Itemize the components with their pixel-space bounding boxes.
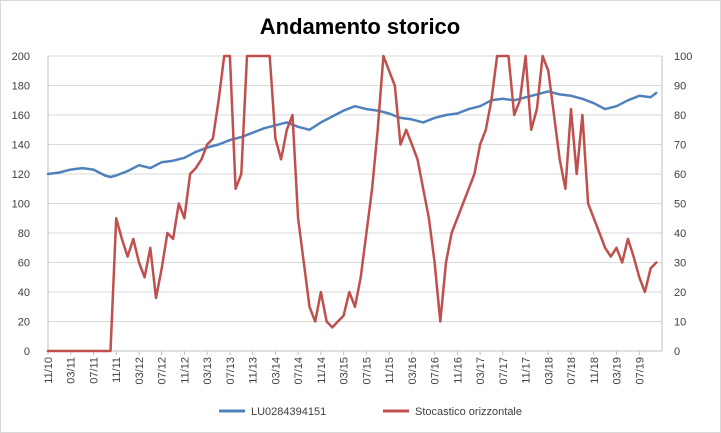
x-tick-label: 03/18	[543, 357, 555, 385]
legend: LU0284394151 Stocastico orizzontale	[219, 406, 522, 418]
y-right-tick-label: 90	[674, 81, 686, 93]
axes	[47, 56, 663, 352]
y-axis-right-ticks: 0 10 20 30 40 50 60 70 80 90 100	[674, 51, 692, 358]
y-left-tick-label: 200	[12, 51, 30, 63]
y-left-tick-label: 40	[18, 287, 30, 299]
y-left-tick-label: 120	[12, 169, 30, 181]
x-tick-label: 11/11	[111, 357, 123, 383]
x-tick-label: 11/17	[521, 357, 533, 384]
y-right-tick-label: 40	[674, 228, 686, 240]
x-tick-label: 03/13	[202, 357, 214, 385]
y-right-tick-label: 100	[674, 51, 692, 63]
x-tick-label: 03/17	[475, 357, 487, 385]
y-left-tick-label: 100	[12, 199, 30, 211]
y-right-tick-label: 10	[674, 317, 686, 329]
y-right-tick-label: 50	[674, 199, 686, 211]
y-right-tick-label: 60	[674, 169, 686, 181]
y-axis-left-ticks: 0 20 40 60 80 100 120 140 160 180 200	[12, 51, 30, 358]
x-tick-label: 03/12	[134, 357, 146, 385]
gridlines	[48, 55, 662, 322]
x-tick-label: 11/14	[316, 357, 328, 384]
x-tick-label: 11/18	[589, 357, 601, 384]
x-tick-label: 11/10	[43, 357, 55, 384]
x-tick-label: 03/14	[270, 357, 282, 385]
x-axis-ticks: 11/10 03/11 07/11 11/11 03/12 07/12 11/12 03/13…	[43, 351, 646, 385]
x-tick-label: 03/11	[66, 357, 78, 384]
x-tick-label: 07/15	[361, 357, 373, 385]
x-tick-label: 07/11	[88, 357, 100, 384]
y-left-tick-label: 160	[12, 110, 30, 122]
x-tick-label: 11/15	[384, 357, 396, 384]
legend-label: LU0284394151	[251, 406, 326, 418]
x-tick-label: 07/17	[498, 357, 510, 385]
legend-label: Stocastico orizzontale	[415, 406, 522, 418]
x-tick-label: 03/16	[407, 357, 419, 385]
x-tick-label: 07/13	[225, 357, 237, 385]
x-tick-label: 07/16	[430, 357, 442, 385]
y-left-tick-label: 20	[18, 317, 30, 329]
y-left-tick-label: 80	[18, 228, 30, 240]
y-right-tick-label: 70	[674, 140, 686, 152]
y-right-tick-label: 20	[674, 287, 686, 299]
x-tick-label: 07/14	[293, 357, 305, 385]
x-tick-label: 11/12	[179, 357, 191, 384]
x-tick-label: 07/18	[566, 357, 578, 385]
y-left-tick-label: 180	[12, 81, 30, 93]
x-tick-label: 07/12	[157, 357, 169, 385]
x-tick-label: 11/13	[248, 357, 260, 384]
y-left-tick-label: 140	[12, 140, 30, 152]
x-tick-label: 07/19	[634, 357, 646, 385]
x-tick-label: 03/15	[339, 357, 351, 385]
series-line-fund	[46, 90, 658, 179]
x-tick-label: 03/19	[612, 357, 624, 385]
y-left-tick-label: 60	[18, 258, 30, 270]
chart-title: Andamento storico	[260, 14, 460, 39]
y-right-tick-label: 80	[674, 110, 686, 122]
series-line-stochastic	[46, 54, 658, 353]
y-right-tick-label: 30	[674, 258, 686, 270]
series-lines	[46, 54, 658, 353]
y-right-tick-label: 0	[674, 346, 680, 358]
x-tick-label: 11/16	[452, 357, 464, 384]
y-left-tick-label: 0	[24, 346, 30, 358]
